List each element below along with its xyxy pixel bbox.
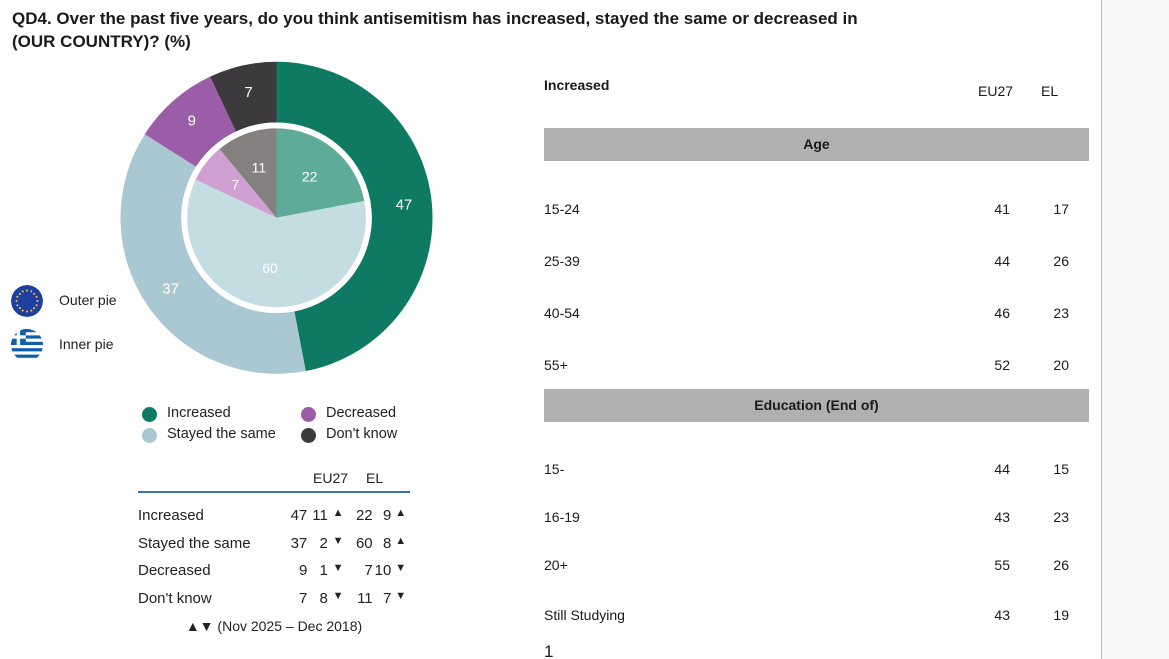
svg-text:47: 47 [396, 197, 413, 214]
svg-text:60: 60 [262, 260, 278, 276]
svg-text:7: 7 [244, 84, 252, 101]
svg-text:11: 11 [252, 160, 267, 176]
svg-text:9: 9 [188, 113, 196, 130]
svg-text:7: 7 [232, 177, 240, 193]
svg-text:22: 22 [302, 168, 318, 184]
svg-text:37: 37 [162, 281, 179, 298]
